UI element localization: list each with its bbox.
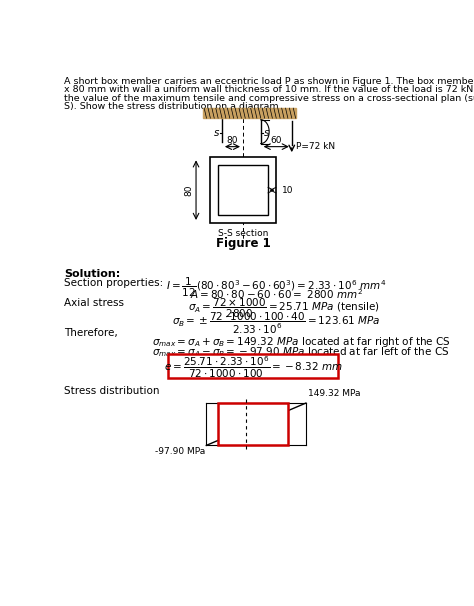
Text: -97.90 MPa: -97.90 MPa <box>155 447 205 456</box>
Text: x 80 mm with wall a uniform wall thickness of 10 mm. If the value of the load is: x 80 mm with wall a uniform wall thickne… <box>64 85 474 95</box>
Text: Stress distribution: Stress distribution <box>64 386 159 396</box>
Text: 80: 80 <box>185 184 194 196</box>
Bar <box>202 108 296 118</box>
Text: P=72 kN: P=72 kN <box>296 142 335 151</box>
Text: Figure 1: Figure 1 <box>216 237 270 250</box>
Text: $I = \dfrac{1}{12}(80 \cdot 80^3 - 60 \cdot 60^3) = 2.33 \cdot 10^6 \ mm^4$: $I = \dfrac{1}{12}(80 \cdot 80^3 - 60 \c… <box>166 276 386 299</box>
Text: S-S section: S-S section <box>218 229 268 238</box>
Text: s: s <box>213 128 219 138</box>
Text: $\sigma_{max} = \sigma_A - \sigma_B = -97.90 \ MPa$ located at far left of the C: $\sigma_{max} = \sigma_A - \sigma_B = -9… <box>152 345 450 359</box>
Text: 60: 60 <box>271 136 282 145</box>
Text: 8.32 mm: 8.32 mm <box>247 420 285 428</box>
Text: s: s <box>264 128 269 138</box>
Text: $A = 80 \cdot 80 - 60 \cdot 60 = \ 2800 \ mm^2$: $A = 80 \cdot 80 - 60 \cdot 60 = \ 2800 … <box>190 288 363 301</box>
Text: $\sigma_B = \pm\dfrac{72 \cdot 1000 \cdot 100 \cdot 40}{2.33 \cdot 10^6} = 123.6: $\sigma_B = \pm\dfrac{72 \cdot 1000 \cdo… <box>172 311 381 336</box>
Text: Therefore,: Therefore, <box>64 328 118 338</box>
Text: S). Show the stress distribution on a diagram.: S). Show the stress distribution on a di… <box>64 102 282 110</box>
Text: Axial stress: Axial stress <box>64 298 124 308</box>
Text: A short box member carries an eccentric load P as shown in Figure 1. The box mem: A short box member carries an eccentric … <box>64 78 474 86</box>
Bar <box>218 165 268 215</box>
Text: $\sigma_A = \dfrac{72 \times 1000}{2800} = 25.71 \ MPa$ (tensile): $\sigma_A = \dfrac{72 \times 1000}{2800}… <box>188 297 380 320</box>
Text: 80: 80 <box>227 136 238 145</box>
Text: Section properties:: Section properties: <box>64 278 163 287</box>
Text: 10: 10 <box>282 185 293 195</box>
Bar <box>168 354 338 378</box>
Text: $e = \dfrac{25.71 \cdot 2.33 \cdot 10^6}{72 \cdot 1000 \cdot 100} = -8.32 \ mm$: $e = \dfrac{25.71 \cdot 2.33 \cdot 10^6}… <box>164 355 342 381</box>
Bar <box>210 158 276 223</box>
Bar <box>218 403 288 445</box>
Text: $\sigma_{max} = \sigma_A + \sigma_B = 149.32 \ MPa$ located at far right of the : $\sigma_{max} = \sigma_A + \sigma_B = 14… <box>152 335 451 349</box>
Text: the value of the maximum tensile and compressive stress on a cross-sectional pla: the value of the maximum tensile and com… <box>64 93 474 102</box>
Text: 149.32 MPa: 149.32 MPa <box>308 390 361 398</box>
Text: Solution:: Solution: <box>64 269 120 279</box>
